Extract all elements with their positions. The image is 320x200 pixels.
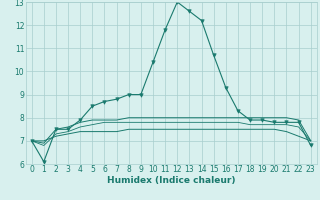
X-axis label: Humidex (Indice chaleur): Humidex (Indice chaleur) (107, 176, 236, 185)
